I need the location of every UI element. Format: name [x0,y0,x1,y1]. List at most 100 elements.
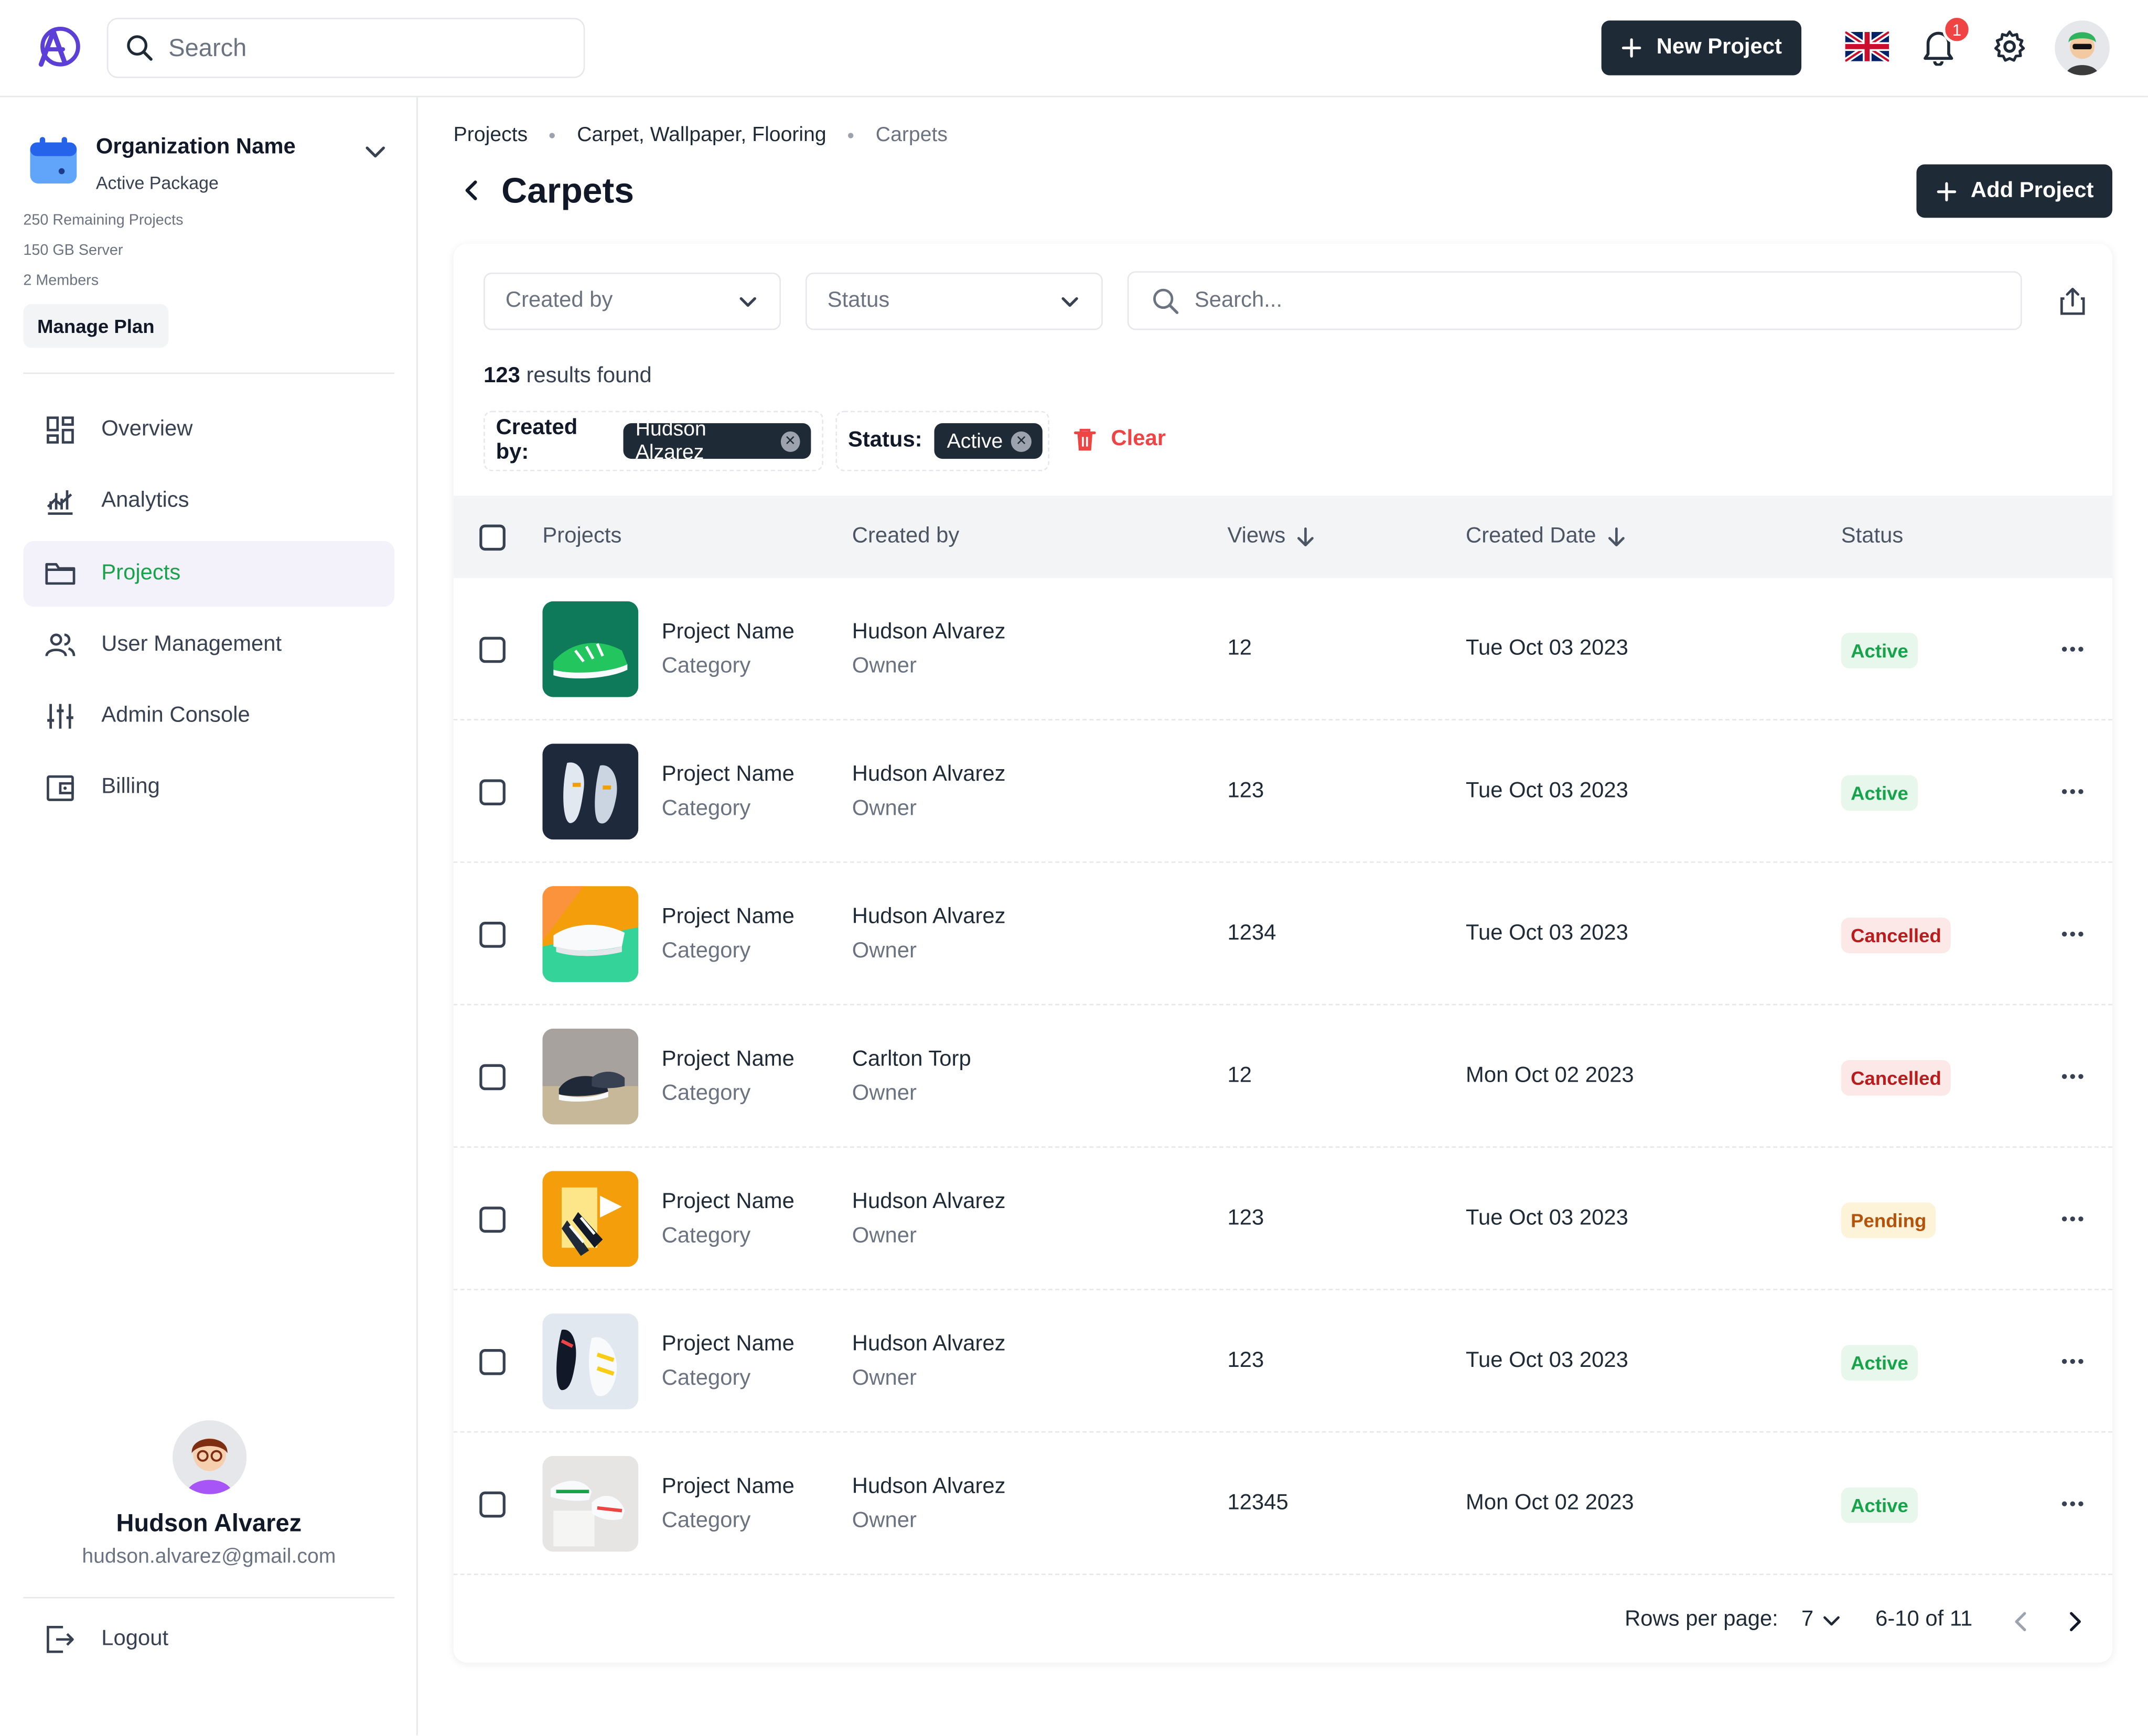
views-count: 12 [1227,1064,1252,1088]
table-row[interactable]: Project Name Category Hudson Alvarez Own… [453,720,2113,863]
views-count: 12 [1227,637,1252,661]
chevron-down-icon [1061,297,1078,307]
status-select[interactable]: Status [805,272,1103,330]
bell-icon[interactable] [1920,27,1956,66]
sidebar-item-user-management[interactable]: User Management [23,612,394,678]
table-search-box[interactable] [1127,271,2022,330]
row-checkbox[interactable] [479,1349,506,1375]
projects-card: Created by Status 123 results found Crea… [453,243,2113,1663]
chevron-left-icon[interactable] [2010,1609,2034,1634]
filter-chip-value[interactable]: Active ✕ [935,423,1043,459]
column-header-status[interactable]: Status [1841,496,1903,578]
project-name[interactable]: Project Name [661,1190,794,1214]
sidebar-item-admin-console[interactable]: Admin Console [23,683,394,749]
chevron-down-icon[interactable] [363,139,388,164]
created-by-select-label: Created by [505,289,613,312]
more-options-icon[interactable] [2060,1351,2085,1373]
user-avatar[interactable] [173,1420,247,1494]
created-date: Tue Oct 03 2023 [1466,1206,1628,1230]
more-options-icon[interactable] [2060,1208,2085,1230]
new-project-label: New Project [1656,35,1782,59]
more-options-icon[interactable] [2060,1065,2085,1087]
more-options-icon[interactable] [2060,923,2085,945]
chevron-down-icon [739,297,756,307]
row-checkbox[interactable] [479,779,506,805]
product-thumbnail-icon [542,1171,639,1267]
views-count: 12345 [1227,1491,1288,1515]
created-by-select[interactable]: Created by [484,272,781,330]
user-avatar-top[interactable] [2055,20,2110,76]
column-header-label: Created Date [1466,524,1596,548]
clear-filters-button[interactable]: Clear [1072,427,1166,452]
table-row[interactable]: Project Name Category Hudson Alvarez Own… [453,1148,2113,1290]
project-name[interactable]: Project Name [661,620,794,644]
creator-role: Owner [852,939,917,963]
select-all-checkbox[interactable] [479,524,506,551]
filter-chip-value-text: Active [947,429,1003,453]
row-checkbox[interactable] [479,1491,506,1518]
table-search-input[interactable] [1194,288,1962,313]
org-name[interactable]: Organization Name [95,135,296,159]
more-options-icon[interactable] [2060,1493,2085,1515]
app-logo-icon[interactable] [36,23,82,70]
breadcrumb-item[interactable]: Carpet, Wallpaper, Flooring [577,123,826,147]
row-checkbox[interactable] [479,1206,506,1233]
project-name[interactable]: Project Name [661,762,794,786]
uk-flag-icon[interactable] [1845,31,1889,62]
column-header-label: Status [1841,524,1904,548]
project-name[interactable]: Project Name [661,1048,794,1071]
close-icon[interactable]: ✕ [780,430,800,451]
row-checkbox[interactable] [479,922,506,948]
close-icon[interactable]: ✕ [1011,430,1032,451]
project-name[interactable]: Project Name [661,1332,794,1356]
rows-per-page-select[interactable]: 7 [1801,1608,1841,1633]
back-arrow-icon[interactable] [459,178,484,203]
page-title: Carpets [501,169,634,211]
top-search-input[interactable] [168,33,552,62]
table-row[interactable]: Project Name Category Hudson Alvarez Own… [453,863,2113,1006]
top-search-box[interactable] [106,17,585,78]
product-thumbnail-icon [542,1455,639,1552]
search-icon [1153,288,1179,314]
project-category: Category [661,654,751,678]
creator-name: Hudson Alvarez [852,762,1006,786]
sidebar-item-label: Overview [101,417,193,441]
user-email: hudson.alvarez@gmail.com [82,1545,336,1568]
row-checkbox[interactable] [479,1064,506,1091]
table-row[interactable]: Project Name Category Hudson Alvarez Own… [453,1290,2113,1433]
add-project-button[interactable]: Add Project [1916,164,2113,218]
logout-button[interactable]: Logout [44,1623,169,1656]
column-header-projects[interactable]: Projects [542,496,621,578]
table-row[interactable]: Project Name Category Hudson Alvarez Own… [453,1432,2113,1576]
filter-chip-value[interactable]: Hudson Alzarez ✕ [623,418,811,465]
sidebar-item-overview[interactable]: Overview [23,397,394,463]
gear-icon[interactable] [1992,29,2027,64]
column-header-created-date[interactable]: Created Date [1466,496,1626,578]
more-options-icon[interactable] [2060,638,2085,660]
sidebar-item-billing[interactable]: Billing [23,754,394,820]
table-row[interactable]: Project Name Category Hudson Alvarez Own… [453,578,2113,721]
manage-plan-button[interactable]: Manage Plan [23,304,169,348]
more-options-icon[interactable] [2060,781,2085,803]
chevron-right-icon[interactable] [2061,1609,2086,1634]
export-icon[interactable] [2059,286,2086,316]
sidebar-item-analytics[interactable]: Analytics [23,468,394,534]
row-checkbox[interactable] [479,637,506,663]
sidebar-item-projects[interactable]: Projects [23,541,395,607]
product-thumbnail-icon [542,886,639,982]
table-row[interactable]: Project Name Category Carlton Torp Owner… [453,1005,2113,1148]
project-name[interactable]: Project Name [661,905,794,929]
column-header-label: Views [1227,524,1286,548]
project-name[interactable]: Project Name [661,1475,794,1498]
breadcrumb-item[interactable]: Projects [453,123,528,147]
sidebar-item-label: Projects [101,562,181,585]
column-header-created-by[interactable]: Created by [852,496,959,578]
users-icon [45,633,76,656]
views-count: 123 [1227,1206,1264,1230]
column-header-views[interactable]: Views [1228,496,1316,578]
project-category: Category [661,939,751,963]
creator-role: Owner [852,1509,917,1533]
breadcrumb-current: Carpets [875,123,948,147]
creator-role: Owner [852,654,917,678]
new-project-button[interactable]: New Project [1601,20,1802,76]
